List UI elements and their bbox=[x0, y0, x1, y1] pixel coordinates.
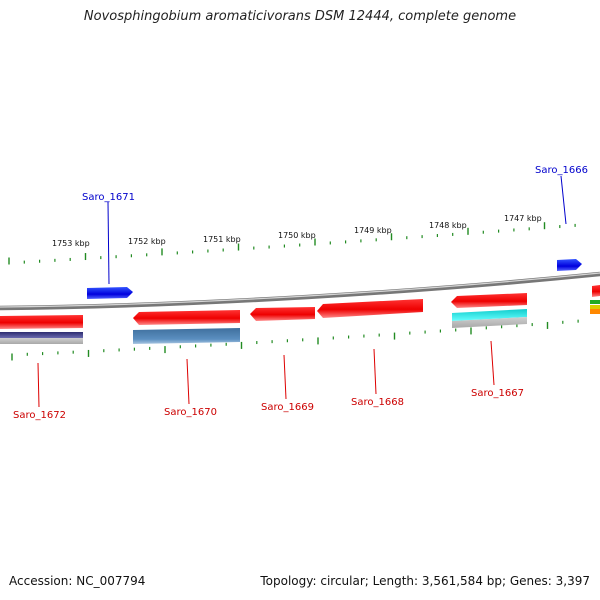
gene-label-saro-1671[interactable]: Saro_1671 bbox=[82, 192, 135, 203]
ruler-label: 1747 kbp bbox=[504, 214, 542, 223]
accession-text: Accession: NC_007794 bbox=[9, 574, 146, 588]
label-leaders-reverse bbox=[37, 340, 495, 408]
gene-label-saro-1672[interactable]: Saro_1672 bbox=[13, 410, 66, 421]
ruler-label: 1749 kbp bbox=[354, 226, 392, 235]
label-leaders-forward bbox=[107, 175, 567, 285]
ruler-label: 1750 kbp bbox=[278, 231, 316, 240]
gene-label-saro-1670[interactable]: Saro_1670 bbox=[164, 407, 217, 418]
genome-backbone-highlight bbox=[0, 272, 600, 308]
genome-summary-text: Topology: circular; Length: 3,561,584 bp… bbox=[260, 574, 590, 588]
gene-saro-1669[interactable] bbox=[250, 307, 315, 321]
gene-saro-1672[interactable] bbox=[0, 315, 83, 329]
ruler-label: 1748 kbp bbox=[429, 221, 467, 230]
gene-label-saro-1666[interactable]: Saro_1666 bbox=[535, 165, 588, 176]
ruler-ticks-inner bbox=[11, 319, 579, 361]
ruler-ticks-outer bbox=[8, 222, 576, 265]
gene-saro-1671[interactable] bbox=[87, 287, 133, 299]
genome-backbone bbox=[0, 271, 600, 311]
feature-steelblue-band[interactable] bbox=[133, 328, 240, 344]
gene-saro-1670[interactable] bbox=[133, 310, 240, 325]
ruler-label: 1751 kbp bbox=[203, 235, 241, 244]
ruler-label: 1752 kbp bbox=[128, 237, 166, 246]
gene-partial-right[interactable] bbox=[590, 285, 600, 314]
feature-cyan-band[interactable] bbox=[452, 309, 527, 328]
ruler-labels: 1753 kbp 1752 kbp 1751 kbp 1750 kbp 1749… bbox=[52, 214, 542, 248]
gene-label-saro-1668[interactable]: Saro_1668 bbox=[351, 397, 404, 408]
genome-title: Novosphingobium aromaticivorans DSM 1244… bbox=[83, 9, 517, 24]
gene-saro-1666[interactable] bbox=[557, 259, 582, 271]
gene-saro-1668[interactable] bbox=[317, 299, 423, 318]
feature-navy-band[interactable] bbox=[0, 332, 83, 344]
ruler-label: 1753 kbp bbox=[52, 239, 90, 248]
gene-label-saro-1667[interactable]: Saro_1667 bbox=[471, 388, 524, 399]
gene-label-saro-1669[interactable]: Saro_1669 bbox=[261, 402, 314, 413]
gene-saro-1667[interactable] bbox=[451, 293, 527, 308]
